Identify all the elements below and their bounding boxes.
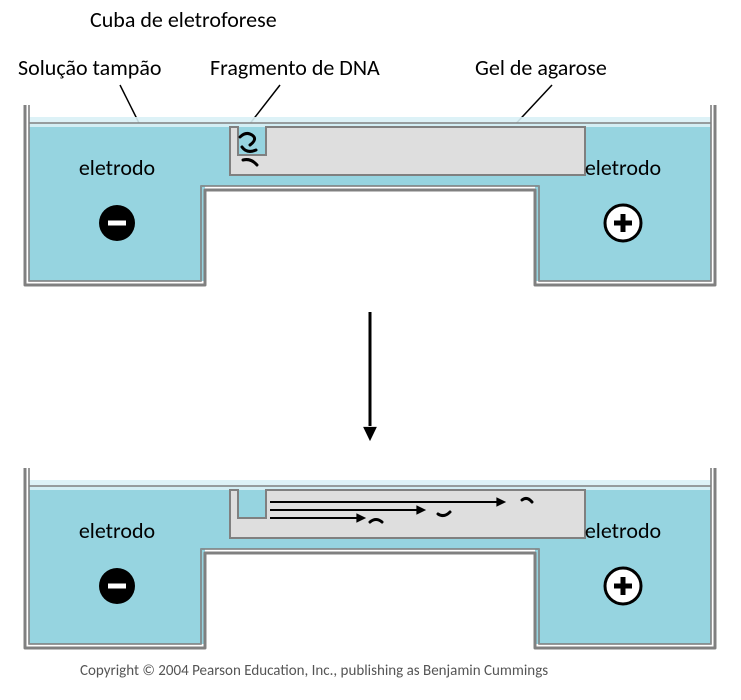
copyright-text: Copyright © 2004 Pearson Education, Inc.…	[80, 662, 548, 680]
svg-text:eletrodo: eletrodo	[585, 517, 661, 544]
svg-text:eletrodo: eletrodo	[79, 517, 155, 544]
label-buffer: Solução tampão	[18, 56, 161, 80]
label-gel: Gel de agarose	[475, 56, 607, 80]
electrophoresis-diagram: eletrodo eletrodo eletrodo eletrodo	[0, 0, 741, 700]
label-dna-fragment: Fragmento de DNA	[210, 56, 380, 80]
svg-text:eletrodo: eletrodo	[79, 154, 155, 181]
svg-text:eletrodo: eletrodo	[585, 154, 661, 181]
label-tank-title: Cuba de eletroforese	[90, 8, 277, 32]
